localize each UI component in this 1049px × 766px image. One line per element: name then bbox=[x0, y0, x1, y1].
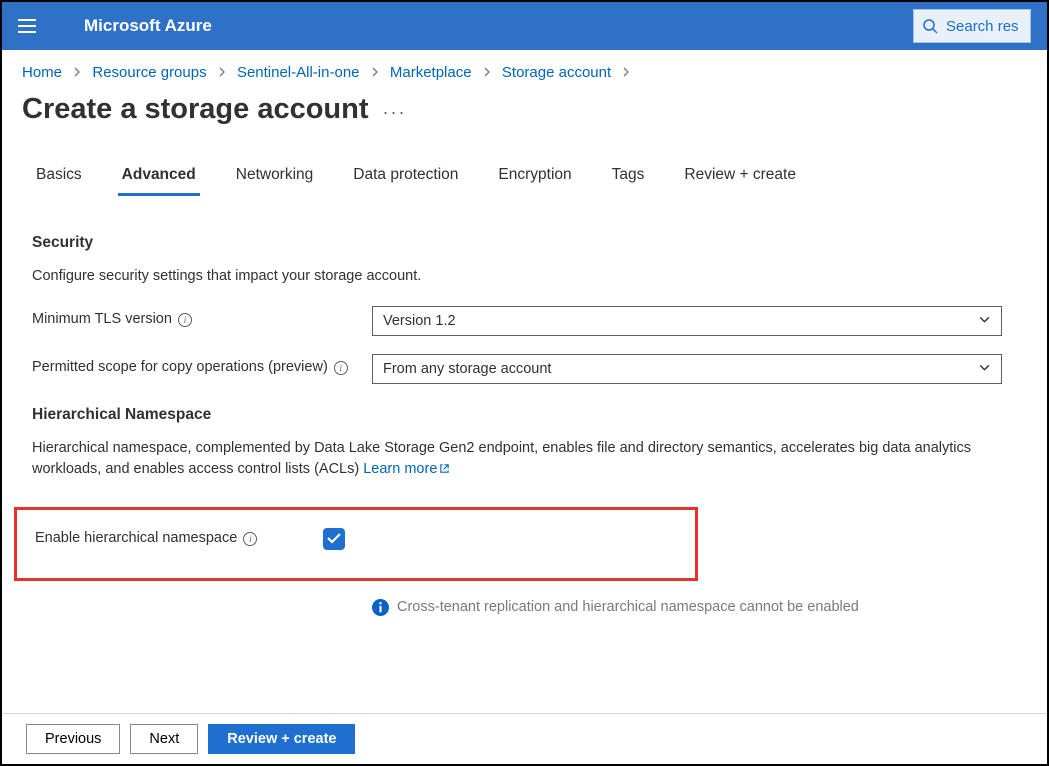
section-desc-hns: Hierarchical namespace, complemented by … bbox=[32, 438, 1025, 479]
breadcrumb: Home Resource groups Sentinel-All-in-one… bbox=[2, 50, 1047, 87]
check-icon bbox=[327, 533, 341, 544]
tab-basics[interactable]: Basics bbox=[36, 166, 82, 194]
section-desc-security: Configure security settings that impact … bbox=[32, 266, 1025, 286]
previous-button[interactable]: Previous bbox=[26, 724, 120, 754]
info-icon[interactable]: i bbox=[243, 532, 257, 546]
menu-icon[interactable] bbox=[18, 19, 36, 33]
breadcrumb-item[interactable]: Storage account bbox=[502, 64, 611, 81]
tls-value: Version 1.2 bbox=[383, 313, 456, 329]
more-icon[interactable]: ··· bbox=[383, 102, 407, 123]
tab-data-protection[interactable]: Data protection bbox=[353, 166, 458, 194]
chevron-down-icon bbox=[978, 313, 991, 330]
next-button[interactable]: Next bbox=[130, 724, 198, 754]
scope-label: Permitted scope for copy operations (pre… bbox=[32, 354, 372, 378]
scope-select[interactable]: From any storage account bbox=[372, 354, 1002, 384]
top-bar: Microsoft Azure Search res bbox=[2, 2, 1047, 50]
warning-row: Cross-tenant replication and hierarchica… bbox=[372, 599, 1025, 616]
section-heading-hns: Hierarchical Namespace bbox=[32, 406, 1025, 424]
learn-more-link[interactable]: Learn more bbox=[363, 461, 450, 477]
search-placeholder: Search res bbox=[946, 18, 1019, 35]
highlight-region: Enable hierarchical namespace i bbox=[14, 507, 698, 581]
scope-value: From any storage account bbox=[383, 361, 551, 377]
enable-hns-checkbox[interactable] bbox=[323, 528, 345, 550]
chevron-right-icon bbox=[482, 64, 492, 81]
brand-label: Microsoft Azure bbox=[84, 16, 212, 36]
info-icon[interactable]: i bbox=[334, 361, 348, 375]
breadcrumb-item[interactable]: Home bbox=[22, 64, 62, 81]
tls-label: Minimum TLS version i bbox=[32, 306, 372, 330]
section-heading-security: Security bbox=[32, 234, 1025, 252]
info-filled-icon bbox=[372, 599, 389, 616]
chevron-down-icon bbox=[978, 361, 991, 378]
footer-bar: Previous Next Review + create bbox=[2, 713, 1047, 764]
breadcrumb-item[interactable]: Marketplace bbox=[390, 64, 472, 81]
tab-networking[interactable]: Networking bbox=[236, 166, 314, 194]
info-icon[interactable]: i bbox=[178, 313, 192, 327]
chevron-right-icon bbox=[370, 64, 380, 81]
breadcrumb-item[interactable]: Sentinel-All-in-one bbox=[237, 64, 360, 81]
chevron-right-icon bbox=[217, 64, 227, 81]
external-link-icon bbox=[439, 463, 450, 474]
chevron-right-icon bbox=[72, 64, 82, 81]
warning-text: Cross-tenant replication and hierarchica… bbox=[397, 599, 859, 615]
tab-tags[interactable]: Tags bbox=[612, 166, 645, 194]
tab-encryption[interactable]: Encryption bbox=[498, 166, 571, 194]
tls-select[interactable]: Version 1.2 bbox=[372, 306, 1002, 336]
enable-hns-label: Enable hierarchical namespace i bbox=[35, 529, 257, 549]
search-input[interactable]: Search res bbox=[913, 9, 1031, 43]
chevron-right-icon bbox=[621, 64, 631, 81]
breadcrumb-item[interactable]: Resource groups bbox=[92, 64, 206, 81]
tabs: Basics Advanced Networking Data protecti… bbox=[2, 126, 1047, 194]
tab-review-create[interactable]: Review + create bbox=[684, 166, 796, 194]
search-icon bbox=[922, 18, 938, 34]
review-create-button[interactable]: Review + create bbox=[208, 724, 355, 754]
tab-advanced[interactable]: Advanced bbox=[122, 166, 196, 194]
page-title: Create a storage account bbox=[22, 93, 369, 126]
